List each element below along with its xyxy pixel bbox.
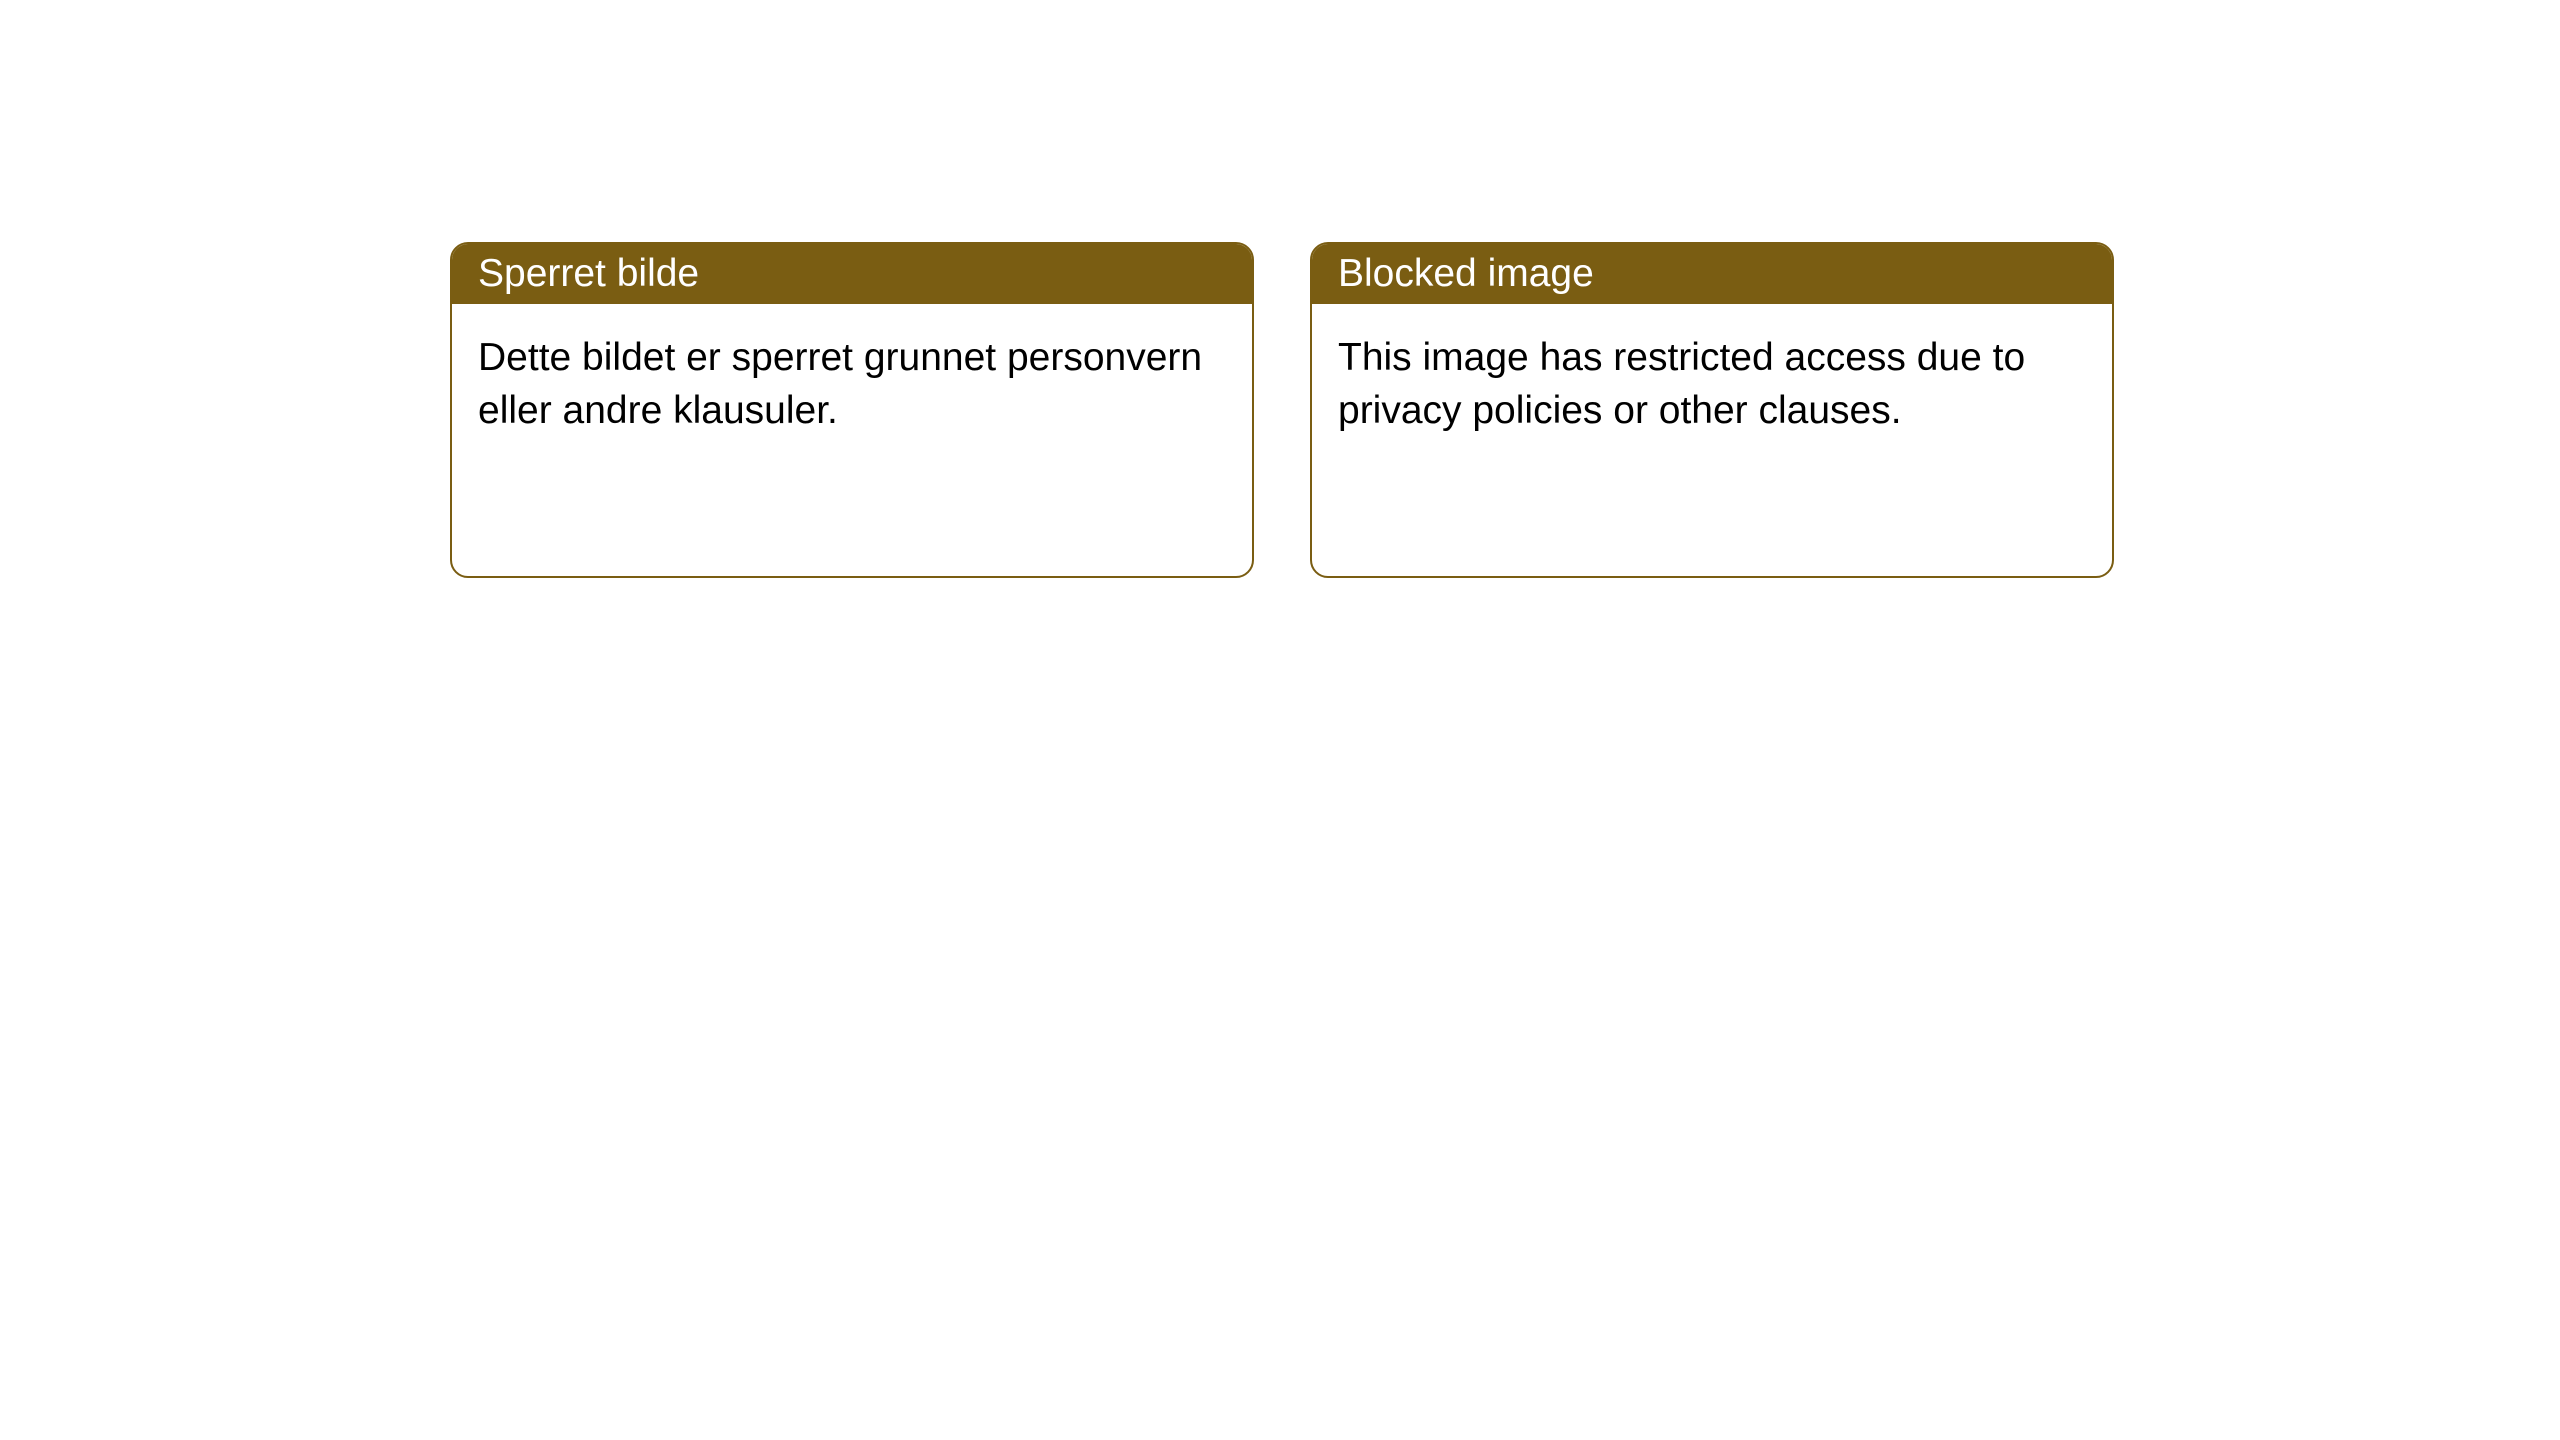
- notice-message: This image has restricted access due to …: [1338, 336, 2025, 432]
- notice-message: Dette bildet er sperret grunnet personve…: [478, 336, 1202, 432]
- notice-body: Dette bildet er sperret grunnet personve…: [452, 304, 1252, 465]
- notice-title: Sperret bilde: [478, 252, 699, 295]
- notice-card-english: Blocked image This image has restricted …: [1310, 242, 2114, 578]
- notice-header: Sperret bilde: [452, 244, 1252, 304]
- notice-title: Blocked image: [1338, 252, 1594, 295]
- notice-container: Sperret bilde Dette bildet er sperret gr…: [0, 0, 2560, 578]
- notice-body: This image has restricted access due to …: [1312, 304, 2112, 465]
- notice-header: Blocked image: [1312, 244, 2112, 304]
- notice-card-norwegian: Sperret bilde Dette bildet er sperret gr…: [450, 242, 1254, 578]
